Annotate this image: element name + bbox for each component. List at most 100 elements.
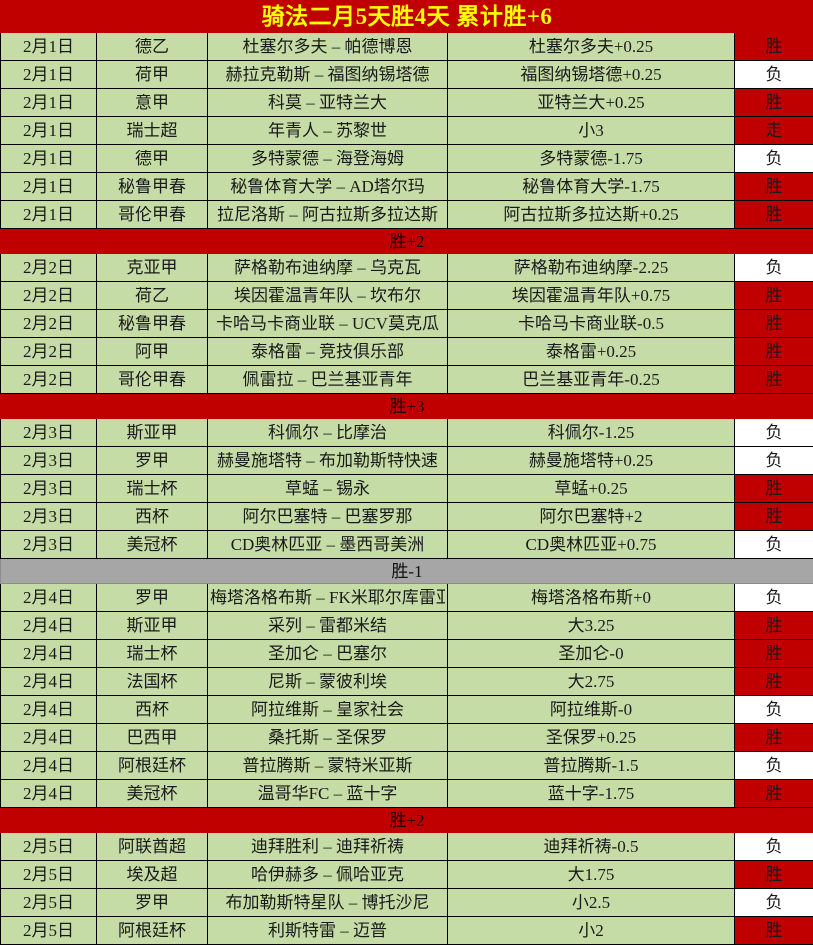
result-status-badge: 负 [734,60,813,89]
league-name-cell: 西杯 [96,502,208,531]
table-row: 2月3日 美冠杯 CD奥林匹亚 – 墨西哥美洲 CD奥林匹亚+0.75 负 [0,530,813,559]
match-fixture-cell: 利斯特雷 – 迈普 [207,916,448,945]
result-status-badge: 负 [734,418,813,447]
result-status-badge: 负 [734,583,813,612]
match-fixture-cell: 布加勒斯特星队 – 博托沙尼 [207,888,448,917]
table-row: 2月1日 意甲 科莫 – 亚特兰大 亚特兰大+0.25 胜 [0,88,813,117]
match-date-cell: 2月1日 [0,172,97,201]
table-row: 2月1日 德甲 多特蒙德 – 海登海姆 多特蒙德-1.75 负 [0,144,813,173]
league-name-cell: 罗甲 [96,888,208,917]
daily-summary-label: 胜+2 [0,807,813,833]
daily-summary-label: 胜+3 [0,393,813,419]
match-date-cell: 2月3日 [0,418,97,447]
league-name-cell: 德甲 [96,144,208,173]
handicap-pick-cell: 杜塞尔多夫+0.25 [447,32,735,61]
league-name-cell: 阿联酋超 [96,832,208,861]
match-date-cell: 2月2日 [0,337,97,366]
daily-summary-row: 胜+2 [0,228,813,254]
match-fixture-cell: 草蜢 – 锡永 [207,474,448,503]
match-fixture-cell: 哈伊赫多 – 佩哈亚克 [207,860,448,889]
table-row: 2月4日 瑞士杯 圣加仑 – 巴塞尔 圣加仑-0 胜 [0,639,813,668]
match-fixture-cell: 温哥华FC – 蓝十字 [207,779,448,808]
league-name-cell: 斯亚甲 [96,611,208,640]
table-row: 2月5日 阿联酋超 迪拜胜利 – 迪拜祈祷 迪拜祈祷-0.5 负 [0,832,813,861]
handicap-pick-cell: 阿古拉斯多拉达斯+0.25 [447,200,735,229]
league-name-cell: 美冠杯 [96,779,208,808]
result-status-badge: 胜 [734,172,813,201]
league-name-cell: 巴西甲 [96,723,208,752]
match-date-cell: 2月2日 [0,365,97,394]
table-row: 2月2日 秘鲁甲春 卡哈马卡商业联 – UCV莫克瓜 卡哈马卡商业联-0.5 胜 [0,309,813,338]
table-row: 2月1日 秘鲁甲春 秘鲁体育大学 – AD塔尔玛 秘鲁体育大学-1.75 胜 [0,172,813,201]
league-name-cell: 荷乙 [96,281,208,310]
table-row: 2月5日 埃及超 哈伊赫多 – 佩哈亚克 大1.75 胜 [0,860,813,889]
match-fixture-cell: 尼斯 – 蒙彼利埃 [207,667,448,696]
league-name-cell: 意甲 [96,88,208,117]
league-name-cell: 斯亚甲 [96,418,208,447]
handicap-pick-cell: 巴兰基亚青年-0.25 [447,365,735,394]
result-status-badge: 负 [734,253,813,282]
match-date-cell: 2月3日 [0,474,97,503]
result-status-badge: 负 [734,144,813,173]
league-name-cell: 阿根廷杯 [96,916,208,945]
league-name-cell: 德乙 [96,32,208,61]
result-status-badge: 胜 [734,474,813,503]
daily-summary-row: 胜+3 [0,393,813,419]
result-status-badge: 走 [734,116,813,145]
handicap-pick-cell: 多特蒙德-1.75 [447,144,735,173]
league-name-cell: 克亚甲 [96,253,208,282]
handicap-pick-cell: 圣加仑-0 [447,639,735,668]
league-name-cell: 阿甲 [96,337,208,366]
page-title: 骑法二月5天胜4天 累计胜+6 [0,0,813,33]
match-fixture-cell: 桑托斯 – 圣保罗 [207,723,448,752]
match-date-cell: 2月5日 [0,888,97,917]
match-date-cell: 2月1日 [0,60,97,89]
league-name-cell: 西杯 [96,695,208,724]
league-name-cell: 美冠杯 [96,530,208,559]
league-name-cell: 埃及超 [96,860,208,889]
handicap-pick-cell: 草蜢+0.25 [447,474,735,503]
result-status-badge: 胜 [734,88,813,117]
match-fixture-cell: 迪拜胜利 – 迪拜祈祷 [207,832,448,861]
match-date-cell: 2月1日 [0,32,97,61]
result-status-badge: 负 [734,888,813,917]
match-fixture-cell: 普拉腾斯 – 蒙特米亚斯 [207,751,448,780]
match-fixture-cell: 杜塞尔多夫 – 帕德博恩 [207,32,448,61]
match-date-cell: 2月5日 [0,860,97,889]
handicap-pick-cell: 福图纳锡塔德+0.25 [447,60,735,89]
table-row: 2月4日 罗甲 梅塔洛格布斯 – FK米耶尔库雷亚丘 梅塔洛格布斯+0 负 [0,583,813,612]
table-row: 2月2日 荷乙 埃因霍温青年队 – 坎布尔 埃因霍温青年队+0.75 胜 [0,281,813,310]
table-row: 2月2日 克亚甲 萨格勒布迪纳摩 – 乌克瓦 萨格勒布迪纳摩-2.25 负 [0,253,813,282]
league-name-cell: 哥伦甲春 [96,365,208,394]
league-name-cell: 法国杯 [96,667,208,696]
match-fixture-cell: 拉尼洛斯 – 阿古拉斯多拉达斯 [207,200,448,229]
handicap-pick-cell: 大1.75 [447,860,735,889]
table-row: 2月1日 德乙 杜塞尔多夫 – 帕德博恩 杜塞尔多夫+0.25 胜 [0,32,813,61]
table-row: 2月3日 瑞士杯 草蜢 – 锡永 草蜢+0.25 胜 [0,474,813,503]
table-row: 2月1日 荷甲 赫拉克勒斯 – 福图纳锡塔德 福图纳锡塔德+0.25 负 [0,60,813,89]
table-row: 2月4日 斯亚甲 采列 – 雷都米结 大3.25 胜 [0,611,813,640]
match-fixture-cell: 秘鲁体育大学 – AD塔尔玛 [207,172,448,201]
table-row: 2月1日 哥伦甲春 拉尼洛斯 – 阿古拉斯多拉达斯 阿古拉斯多拉达斯+0.25 胜 [0,200,813,229]
league-name-cell: 瑞士杯 [96,474,208,503]
handicap-pick-cell: 普拉腾斯-1.5 [447,751,735,780]
match-fixture-cell: 泰格雷 – 竞技俱乐部 [207,337,448,366]
table-row: 2月4日 美冠杯 温哥华FC – 蓝十字 蓝十字-1.75 胜 [0,779,813,808]
handicap-pick-cell: 大2.75 [447,667,735,696]
table-row: 2月2日 阿甲 泰格雷 – 竞技俱乐部 泰格雷+0.25 胜 [0,337,813,366]
match-date-cell: 2月5日 [0,832,97,861]
handicap-pick-cell: 阿拉维斯-0 [447,695,735,724]
table-row: 2月2日 哥伦甲春 佩雷拉 – 巴兰基亚青年 巴兰基亚青年-0.25 胜 [0,365,813,394]
handicap-pick-cell: 亚特兰大+0.25 [447,88,735,117]
match-fixture-cell: CD奥林匹亚 – 墨西哥美洲 [207,530,448,559]
result-status-badge: 负 [734,695,813,724]
match-date-cell: 2月4日 [0,611,97,640]
handicap-pick-cell: 泰格雷+0.25 [447,337,735,366]
handicap-pick-cell: 小2.5 [447,888,735,917]
table-row: 2月1日 瑞士超 年青人 – 苏黎世 小3 走 [0,116,813,145]
table-row: 2月3日 斯亚甲 科佩尔 – 比摩治 科佩尔-1.25 负 [0,418,813,447]
daily-summary-row: 胜-1 [0,558,813,584]
match-date-cell: 2月3日 [0,530,97,559]
result-status-badge: 胜 [734,200,813,229]
